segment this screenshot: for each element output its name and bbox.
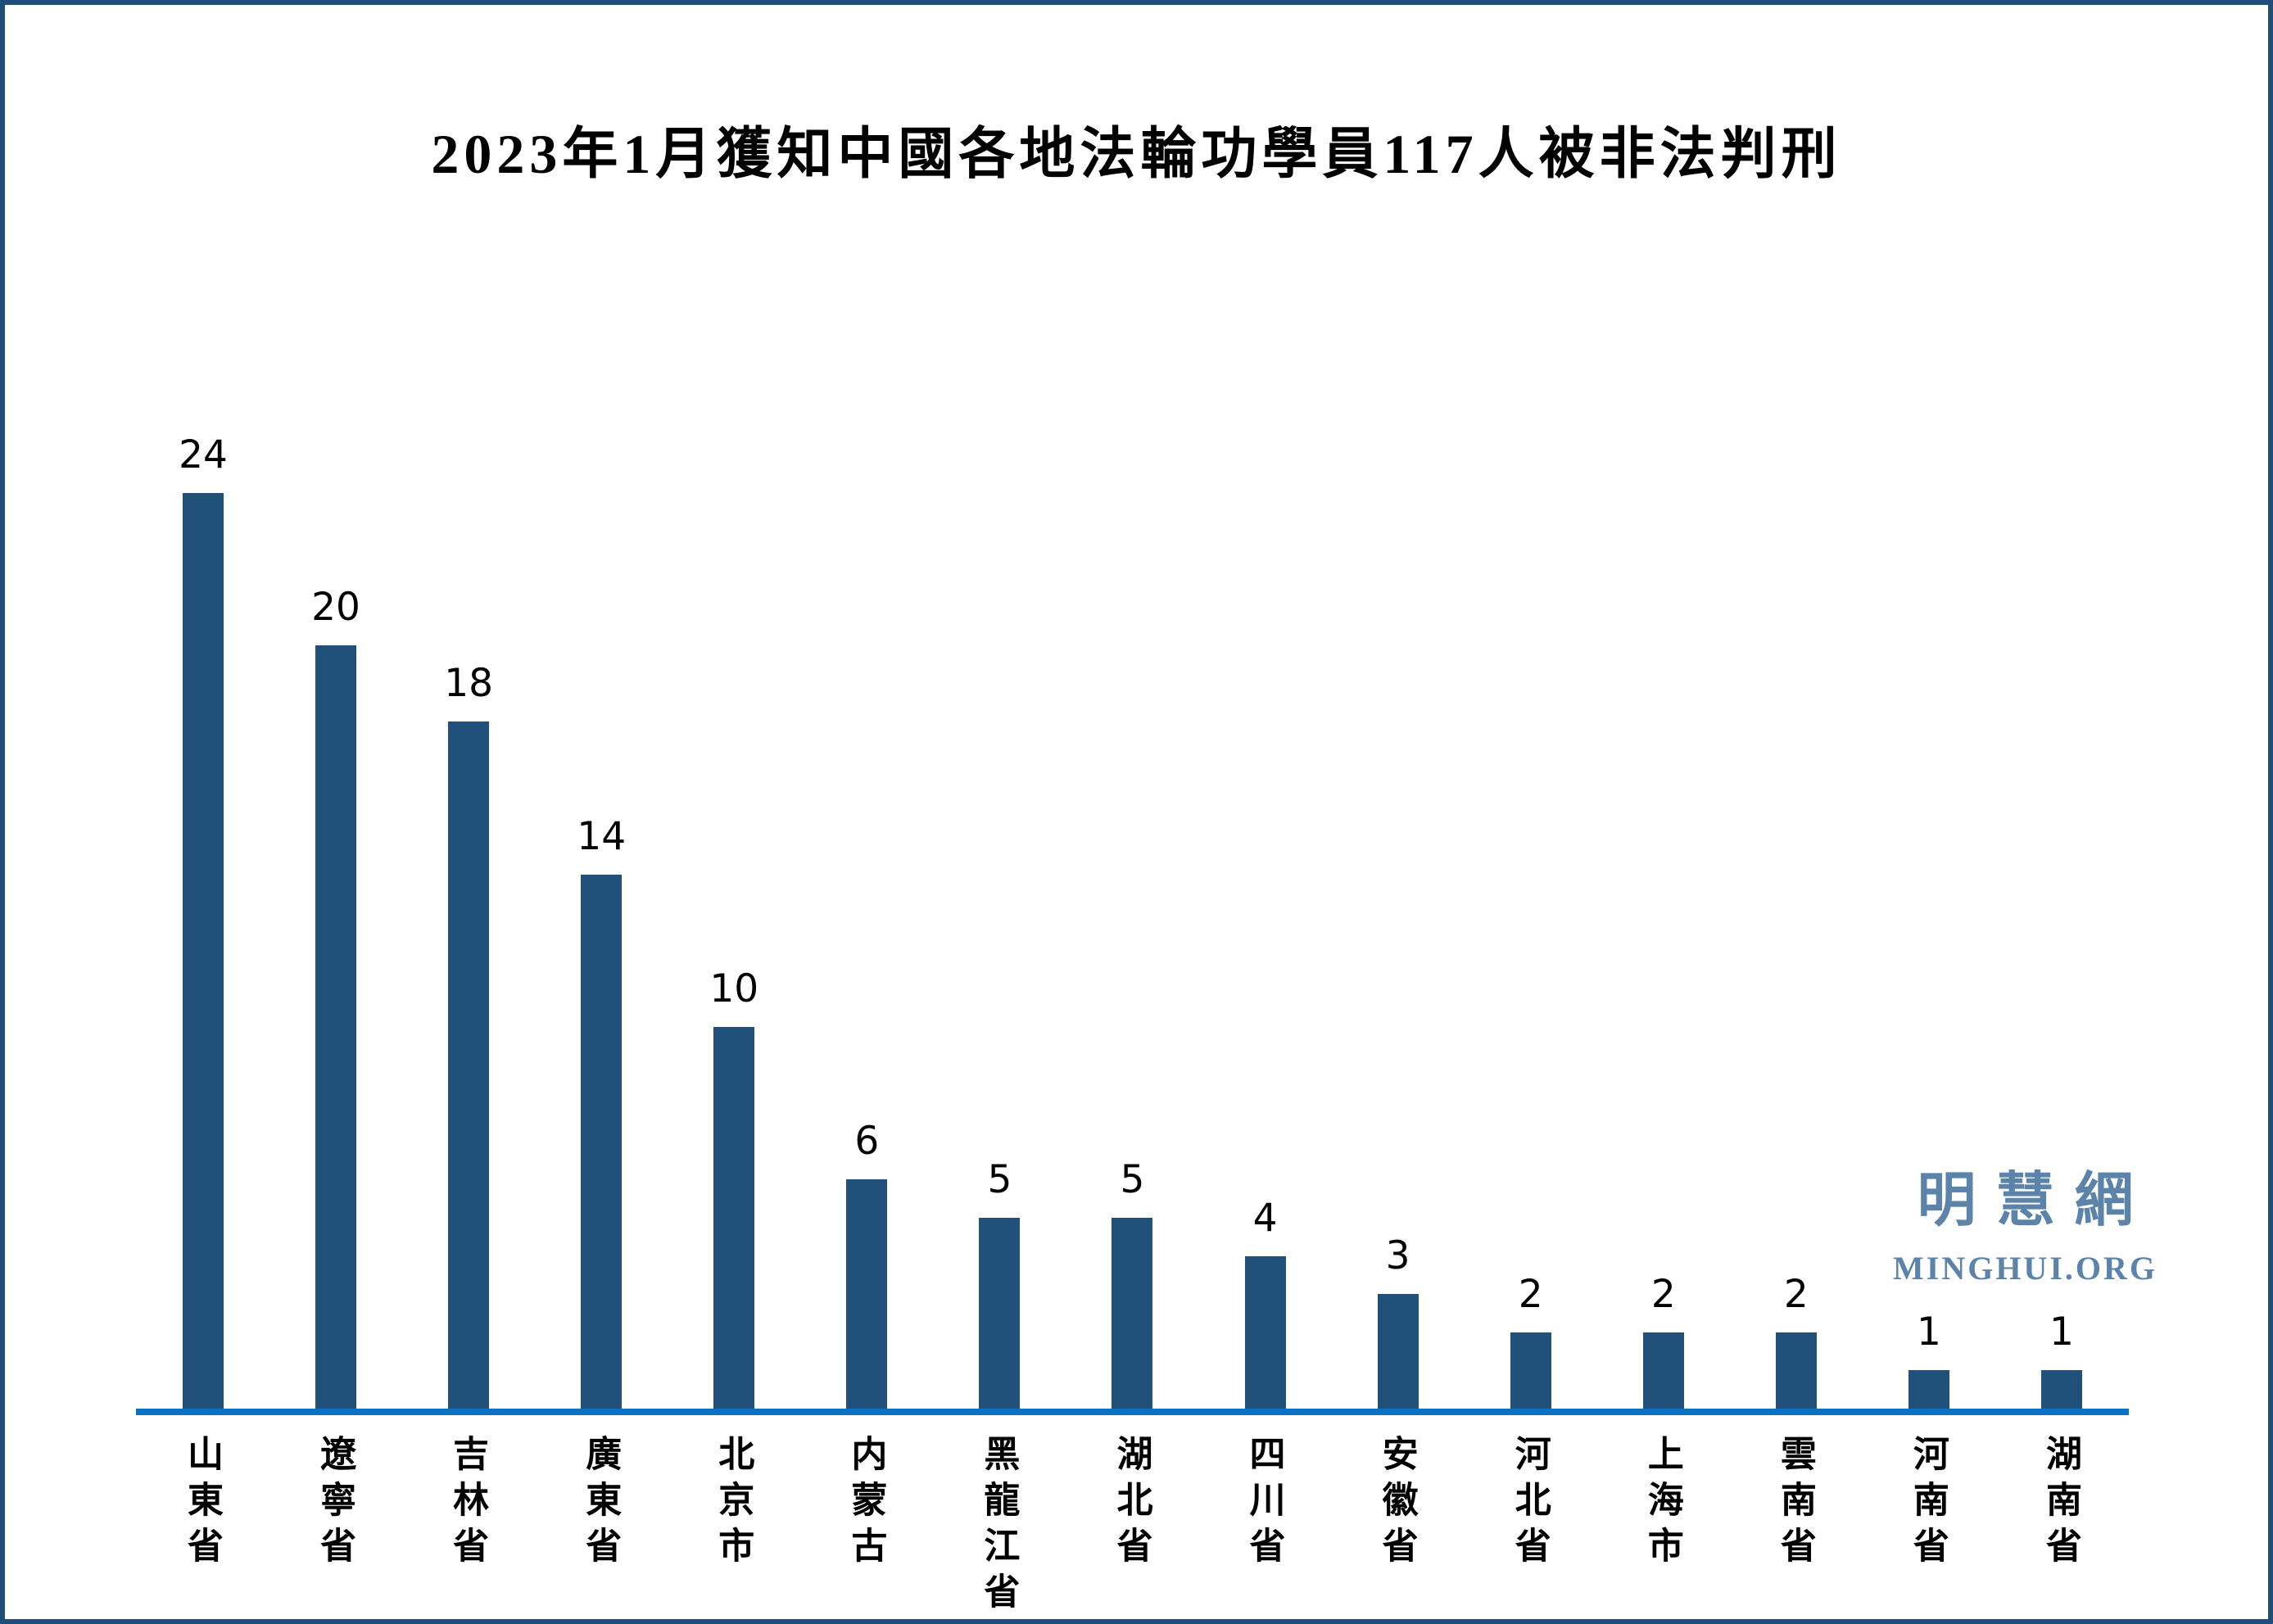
bar-value-label: 2 [1650, 1271, 1676, 1317]
bar [1775, 1332, 1817, 1409]
x-tick-label: 安徽省 [1376, 1435, 1417, 1572]
bar [1377, 1294, 1419, 1409]
x-tick-label: 北京市 [713, 1435, 754, 1572]
minghui-watermark: 明慧網 MINGHUI.ORG [1893, 1151, 2158, 1287]
bar-value-label: 14 [577, 813, 627, 859]
bar [1244, 1255, 1286, 1409]
bar-value-label: 5 [1120, 1157, 1145, 1202]
x-tick-label: 上海市 [1641, 1435, 1682, 1572]
bar [448, 722, 490, 1409]
x-tick-label: 黑龍江省 [978, 1435, 1019, 1618]
bar [1642, 1332, 1684, 1409]
bar [1112, 1218, 1153, 1409]
bar-value-label: 20 [311, 585, 360, 630]
bar [183, 492, 224, 1409]
bar [2040, 1370, 2082, 1409]
bar [315, 645, 357, 1409]
bar-value-label: 10 [709, 966, 759, 1011]
x-axis-line [136, 1409, 2129, 1415]
bar [1908, 1370, 1949, 1409]
x-tick-label: 遼寧省 [315, 1435, 355, 1572]
bar-value-label: 1 [1916, 1310, 1941, 1355]
bar [846, 1179, 888, 1409]
bar-value-label: 2 [1518, 1271, 1543, 1317]
bar [581, 874, 623, 1409]
x-tick-label: 山東省 [182, 1435, 222, 1572]
x-tick-label: 河北省 [1509, 1435, 1550, 1572]
bar-value-label: 24 [179, 432, 228, 477]
bar [1510, 1332, 1551, 1409]
x-tick-label: 吉林省 [447, 1435, 488, 1572]
bar-value-label: 6 [854, 1119, 880, 1165]
bar-chart: 24 山東省 20 遼寧省 18 吉林省 14 廣東省 10 北京市 6 内蒙古 5 黑龍江省 5 湖北省 4 四… [5, 5, 2268, 1619]
bar-value-label: 2 [1783, 1271, 1809, 1317]
x-tick-label: 河南省 [1907, 1435, 1948, 1572]
x-tick-label: 湖北省 [1111, 1435, 1152, 1572]
x-tick-label: 四川省 [1243, 1435, 1284, 1572]
bar-value-label: 18 [444, 661, 494, 707]
bar-value-label: 4 [1252, 1195, 1278, 1241]
minghui-logo-latin: MINGHUI.ORG [1893, 1250, 2158, 1287]
bar-value-label: 5 [987, 1157, 1012, 1202]
chart-title: 2023年1月獲知中國各地法輪功學員117人被非法判刑 [431, 123, 1842, 185]
bar-value-label: 3 [1385, 1233, 1410, 1279]
bar [979, 1218, 1021, 1409]
x-tick-label: 雲南省 [1774, 1435, 1815, 1572]
bar [713, 1027, 755, 1409]
x-tick-label: 内蒙古 [845, 1435, 886, 1572]
bar-value-label: 1 [2049, 1310, 2074, 1355]
x-tick-label: 湖南省 [2040, 1435, 2081, 1572]
x-tick-label: 廣東省 [580, 1435, 621, 1572]
minghui-logo-cjk: 明慧網 [1917, 1168, 2153, 1233]
